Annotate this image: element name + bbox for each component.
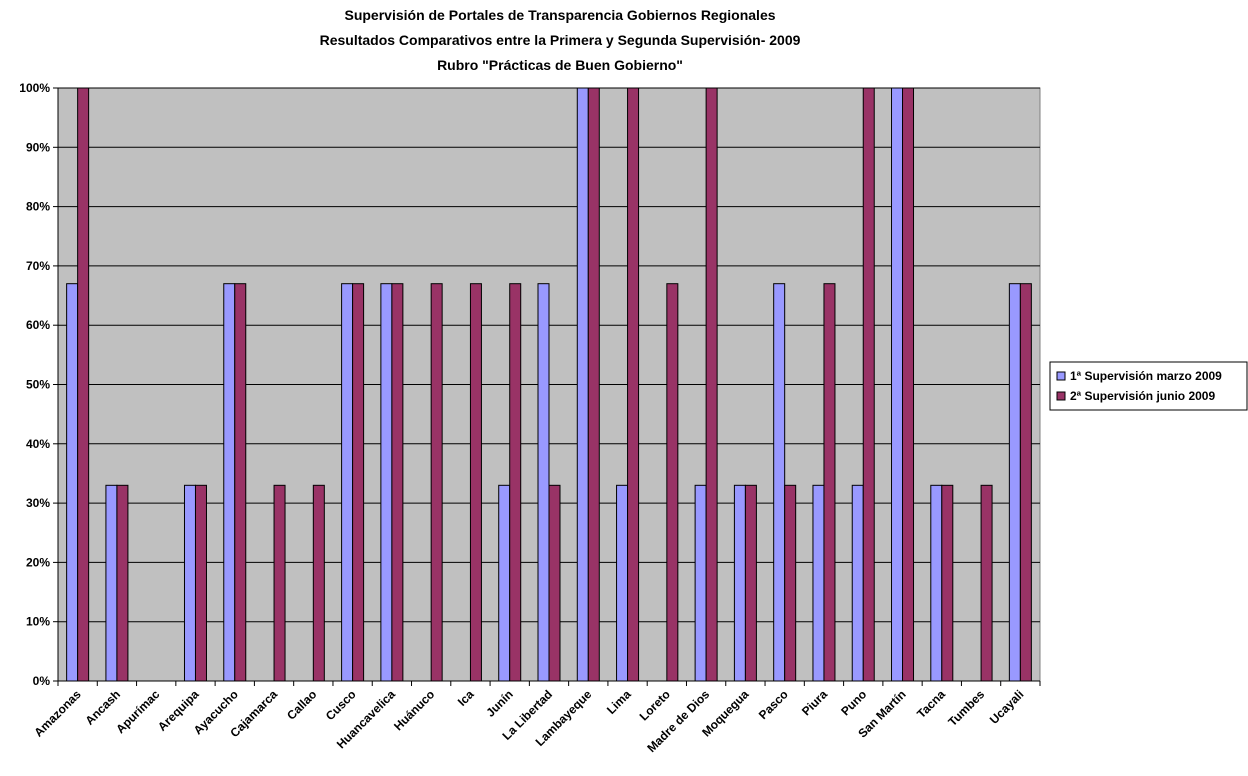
x-tick-label: Lima <box>604 687 634 717</box>
x-tick-label: Pasco <box>756 687 791 722</box>
bar <box>537 283 550 682</box>
bar <box>823 283 836 682</box>
bar <box>862 87 875 682</box>
bar <box>66 283 79 682</box>
y-tick-label: 0% <box>33 674 51 688</box>
bar <box>469 283 482 682</box>
y-tick-label: 20% <box>26 555 50 569</box>
y-tick-label: 80% <box>26 200 50 214</box>
y-tick-label: 100% <box>19 81 50 95</box>
x-tick-label: Junín <box>483 687 516 720</box>
bar <box>587 87 600 682</box>
bar <box>705 87 718 682</box>
bar <box>627 87 640 682</box>
bar <box>352 283 365 682</box>
x-tick-label: Loreto <box>637 687 673 723</box>
x-tick-label: Tacna <box>914 687 948 721</box>
y-tick-label: 70% <box>26 259 50 273</box>
bar <box>744 484 757 682</box>
bar <box>773 283 786 682</box>
bar <box>941 484 954 682</box>
bar <box>183 484 196 682</box>
y-tick-label: 40% <box>26 437 50 451</box>
bar <box>616 484 629 682</box>
bar <box>77 87 90 682</box>
bar <box>116 484 129 682</box>
x-tick-label: Callao <box>284 687 319 722</box>
bar <box>851 484 864 682</box>
bar <box>391 283 404 682</box>
bar <box>694 484 707 682</box>
x-tick-label: Amazonas <box>31 687 84 740</box>
bar <box>930 484 943 682</box>
bar <box>430 283 443 682</box>
x-tick-label: Puno <box>838 687 869 718</box>
bar <box>891 87 904 682</box>
y-tick-label: 50% <box>26 378 50 392</box>
x-tick-label: Piura <box>799 687 830 718</box>
bar <box>194 484 207 682</box>
bar <box>902 87 915 682</box>
bar <box>784 484 797 682</box>
legend-label: 2ª Supervisión junio 2009 <box>1070 389 1215 403</box>
x-tick-label: Ucayali <box>987 687 1027 727</box>
bar <box>498 484 511 682</box>
bar <box>548 484 561 682</box>
y-tick-label: 60% <box>26 318 50 332</box>
bar <box>1019 283 1032 682</box>
x-tick-label: Huánuco <box>391 687 437 733</box>
legend-swatch <box>1056 371 1066 381</box>
bar <box>1008 283 1021 682</box>
legend-label: 1ª Supervisión marzo 2009 <box>1070 369 1222 383</box>
legend-box <box>1049 361 1248 411</box>
bar <box>733 484 746 682</box>
bar <box>666 283 679 682</box>
bar <box>273 484 286 682</box>
chart-title: Supervisión de Portales de Transparencia… <box>344 7 775 23</box>
bar <box>576 87 589 682</box>
y-tick-label: 10% <box>26 615 50 629</box>
y-tick-label: 90% <box>26 140 50 154</box>
bar <box>234 283 247 682</box>
bar <box>223 283 236 682</box>
x-tick-label: Cusco <box>323 687 359 723</box>
x-tick-label: Ica <box>455 687 477 709</box>
x-tick-label: Apurímac <box>113 687 162 736</box>
bar <box>509 283 522 682</box>
bar <box>105 484 118 682</box>
bar <box>312 484 325 682</box>
legend-swatch <box>1056 391 1066 401</box>
chart-title: Rubro "Prácticas de Buen Gobierno" <box>437 57 683 73</box>
chart-title: Resultados Comparativos entre la Primera… <box>320 32 801 48</box>
x-tick-label: Tumbes <box>945 687 987 729</box>
bar <box>980 484 993 682</box>
y-tick-label: 30% <box>26 496 50 510</box>
bar <box>812 484 825 682</box>
bar <box>380 283 393 682</box>
bar <box>341 283 354 682</box>
